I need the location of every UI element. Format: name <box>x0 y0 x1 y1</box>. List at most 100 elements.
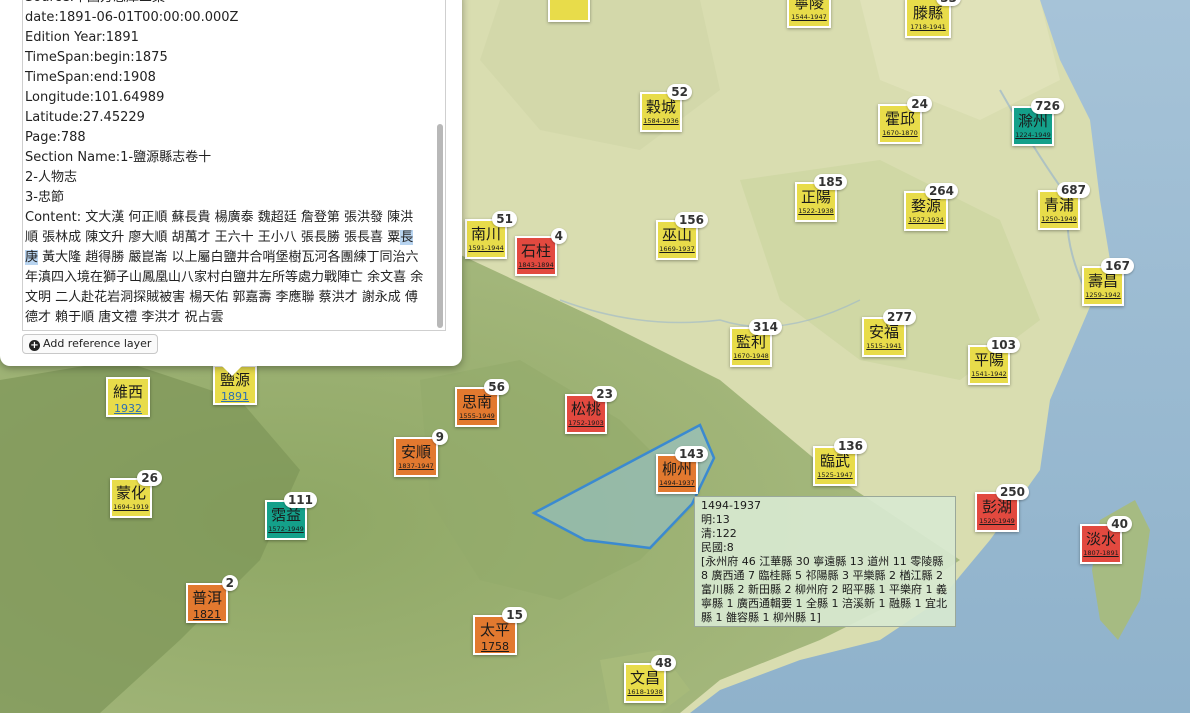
marker-name: 巫山 <box>661 226 692 244</box>
info-content: Content: 文大漢 何正順 蘇長貴 楊廣泰 魏超廷 詹登第 張洪發 陳洪順… <box>25 208 425 328</box>
marker-years-link[interactable]: 1584-1936 <box>643 117 679 125</box>
gazetteer-marker[interactable]: 淡水 1807-1891 40 <box>1080 516 1132 564</box>
marker-count-badge: 264 <box>924 183 958 199</box>
gazetteer-marker[interactable]: 彭湖 1520-1949 250 <box>975 484 1029 532</box>
marker-years-link[interactable]: 1758 <box>481 640 509 653</box>
gazetteer-marker[interactable]: 婺源 1527-1934 264 <box>904 183 958 231</box>
gazetteer-marker[interactable]: 寧陵 1544-1947 <box>787 0 831 28</box>
info-line-section-3: 3-忠節 <box>25 190 64 205</box>
marker-name: 松桃 <box>570 400 601 418</box>
gazetteer-marker[interactable]: 安福 1515-1941 277 <box>862 309 916 357</box>
marker-years-link[interactable]: 1520-1949 <box>979 517 1015 525</box>
marker-years-link[interactable]: 1718-1941 <box>910 23 946 31</box>
info-line-timespan-begin: TimeSpan:begin:1875 <box>25 50 168 65</box>
marker-name: 正陽 <box>800 188 831 206</box>
marker-count-badge: 687 <box>1056 182 1090 198</box>
marker-years-link[interactable]: 1494-1937 <box>659 479 695 487</box>
marker-count-badge: 33 <box>936 0 961 6</box>
marker-years-link[interactable]: 1932 <box>114 402 142 415</box>
marker-years-link[interactable]: 1541-1942 <box>971 370 1007 378</box>
marker-name: 文昌 <box>629 669 660 687</box>
gazetteer-marker[interactable]: 滁州 1224-1949 726 <box>1012 98 1064 146</box>
gazetteer-marker[interactable]: 霑益 1572-1949 111 <box>265 492 317 540</box>
marker-years-link[interactable]: 1250-1949 <box>1041 215 1077 223</box>
info-line-section-2: 2-人物志 <box>25 170 77 185</box>
marker-years-link[interactable]: 1224-1949 <box>1015 131 1051 139</box>
marker-name: 淡水 <box>1085 530 1116 548</box>
gazetteer-marker[interactable]: 太平 1758 15 <box>473 607 527 655</box>
gazetteer-marker[interactable]: 思南 1555-1949 56 <box>455 379 509 427</box>
scrollbar[interactable] <box>437 124 443 328</box>
gazetteer-marker[interactable]: 臨武 1525-1947 136 <box>813 438 867 486</box>
gazetteer-marker[interactable]: 1297-1944 <box>548 0 590 22</box>
info-popup: Source:中國方志庫三集 date:1891-06-01T00:00:00.… <box>0 0 462 376</box>
info-line-latitude: Latitude:27.45229 <box>25 110 145 125</box>
marker-years-link[interactable]: 1694-1919 <box>113 503 149 511</box>
marker-name: 臨武 <box>819 452 850 470</box>
marker-name: 壽昌 <box>1087 272 1118 290</box>
marker-count-badge: 24 <box>907 96 932 112</box>
marker-years-link[interactable]: 1591-1944 <box>468 244 504 252</box>
marker-years-link[interactable]: 1527-1934 <box>908 216 944 224</box>
marker-years-link[interactable]: 1670-1870 <box>882 129 918 137</box>
gazetteer-marker[interactable]: 監利 1670-1948 314 <box>730 319 782 367</box>
marker-years-link[interactable]: 1618-1938 <box>627 688 663 696</box>
marker-years-link[interactable]: 1891 <box>221 390 249 403</box>
gazetteer-marker[interactable]: 巫山 1669-1937 156 <box>656 212 708 260</box>
gazetteer-marker[interactable]: 蒙化 1694-1919 26 <box>110 470 162 518</box>
marker-count-badge: 156 <box>674 212 708 228</box>
tooltip-minguo: 民國:8 <box>701 541 734 554</box>
add-layer-label: Add reference layer <box>43 337 152 350</box>
gazetteer-marker[interactable]: 普洱 1821 2 <box>186 575 238 623</box>
marker-name: 南川 <box>470 225 501 243</box>
gazetteer-marker[interactable]: 霍邱 1670-1870 24 <box>878 96 932 144</box>
marker-years-link[interactable]: 1525-1947 <box>817 471 853 479</box>
marker-years-link[interactable]: 1670-1948 <box>733 352 769 360</box>
tooltip-county-list: [永州府 46 江華縣 30 寧遠縣 13 道州 11 零陵縣 8 廣西通 7 … <box>701 555 947 624</box>
gazetteer-marker[interactable]: 青浦 1250-1949 687 <box>1038 182 1090 230</box>
marker-name: 普洱 <box>191 589 222 607</box>
region-tooltip: 1494-1937 明:13 清:122 民國:8 [永州府 46 江華縣 30… <box>694 496 956 627</box>
marker-name: 穀城 <box>645 98 676 116</box>
marker-years-link[interactable]: 1555-1949 <box>459 412 495 420</box>
marker-name: 安順 <box>400 443 431 461</box>
gazetteer-marker[interactable]: 平陽 1541-1942 103 <box>968 337 1020 385</box>
marker-years-link[interactable]: 1669-1937 <box>659 245 695 253</box>
gazetteer-marker[interactable]: 正陽 1522-1938 185 <box>795 174 847 222</box>
marker-count-badge: 2 <box>221 575 238 591</box>
gazetteer-marker[interactable]: 石柱 1843-1894 4 <box>515 228 567 276</box>
marker-years-link[interactable]: 1544-1947 <box>791 13 827 21</box>
marker-years-link[interactable]: 1515-1941 <box>866 342 902 350</box>
info-line-page: Page:788 <box>25 130 86 145</box>
marker-name: 蒙化 <box>115 484 146 502</box>
gazetteer-marker[interactable]: 文昌 1618-1938 48 <box>624 655 676 703</box>
tooltip-ming: 明:13 <box>701 513 730 526</box>
add-reference-layer-button[interactable]: + Add reference layer <box>22 334 159 354</box>
marker-count-badge: 26 <box>137 470 162 486</box>
gazetteer-marker[interactable]: 壽昌 1259-1942 167 <box>1082 258 1134 306</box>
marker-count-badge: 48 <box>651 655 676 671</box>
gazetteer-marker[interactable]: 柳州 1494-1937 143 <box>656 446 708 494</box>
marker-count-badge: 250 <box>995 484 1029 500</box>
marker-years-link[interactable]: 1259-1942 <box>1085 291 1121 299</box>
info-line-source: Source:中國方志庫三集 <box>25 0 425 8</box>
marker-years-link[interactable]: 1572-1949 <box>268 525 304 533</box>
marker-years-link[interactable]: 1522-1938 <box>798 207 834 215</box>
gazetteer-marker[interactable]: 穀城 1584-1936 52 <box>640 84 692 132</box>
marker-years-link[interactable]: 1807-1891 <box>1083 549 1119 557</box>
gazetteer-marker[interactable]: 維西 1932 <box>106 377 150 417</box>
gazetteer-marker[interactable]: 安順 1837-1947 9 <box>394 429 448 477</box>
marker-years-link[interactable]: 1821 <box>193 608 221 621</box>
marker-name: 寧陵 <box>793 0 824 12</box>
marker-name: 彭湖 <box>981 498 1012 516</box>
info-scroll-area[interactable]: Source:中國方志庫三集 date:1891-06-01T00:00:00.… <box>22 0 446 331</box>
gazetteer-marker[interactable]: 南川 1591-1944 51 <box>465 211 517 259</box>
marker-years-link[interactable]: 1752-1903 <box>568 419 604 427</box>
gazetteer-marker[interactable]: 松桃 1752-1903 23 <box>565 386 617 434</box>
marker-years-link[interactable]: 1843-1894 <box>518 261 554 269</box>
marker-years-link[interactable]: 1837-1947 <box>398 462 434 470</box>
marker-count-badge: 103 <box>986 337 1020 353</box>
info-line-longitude: Longitude:101.64989 <box>25 90 165 105</box>
